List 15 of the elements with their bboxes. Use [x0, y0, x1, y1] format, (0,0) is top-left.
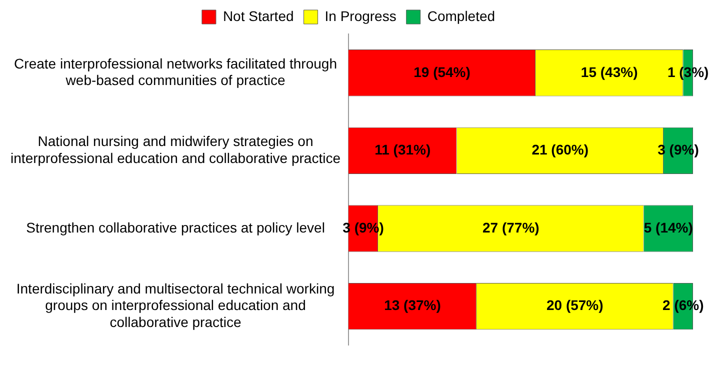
y-tick-label: Strengthen collaborative practices at policy level: [26, 219, 325, 236]
y-tick-label: Interdisciplinary and multisectoral technical working groups on interprofessional education and collaborative practice: [16, 280, 335, 330]
data-label: 15 (43%): [580, 64, 638, 80]
legend-label: Completed: [427, 8, 496, 24]
y-tick-label: Create interprofessional networks facilitated through web-based communities of practice: [14, 55, 337, 88]
legend-label: Not Started: [222, 8, 294, 24]
data-label: 20 (57%): [546, 297, 604, 314]
data-label: 21 (60%): [532, 142, 589, 158]
data-label: 13 (37%): [384, 297, 441, 314]
data-label: 19 (54%): [414, 64, 470, 80]
data-label: 27 (77%): [482, 219, 540, 236]
legend-label: In Progress: [324, 8, 396, 24]
data-label: 11 (31%): [374, 142, 431, 158]
data-label: 5 (14%): [644, 219, 693, 236]
y-tick-label: National nursing and midwifery strategies on interprofessional education and collaborative practice: [10, 133, 341, 166]
